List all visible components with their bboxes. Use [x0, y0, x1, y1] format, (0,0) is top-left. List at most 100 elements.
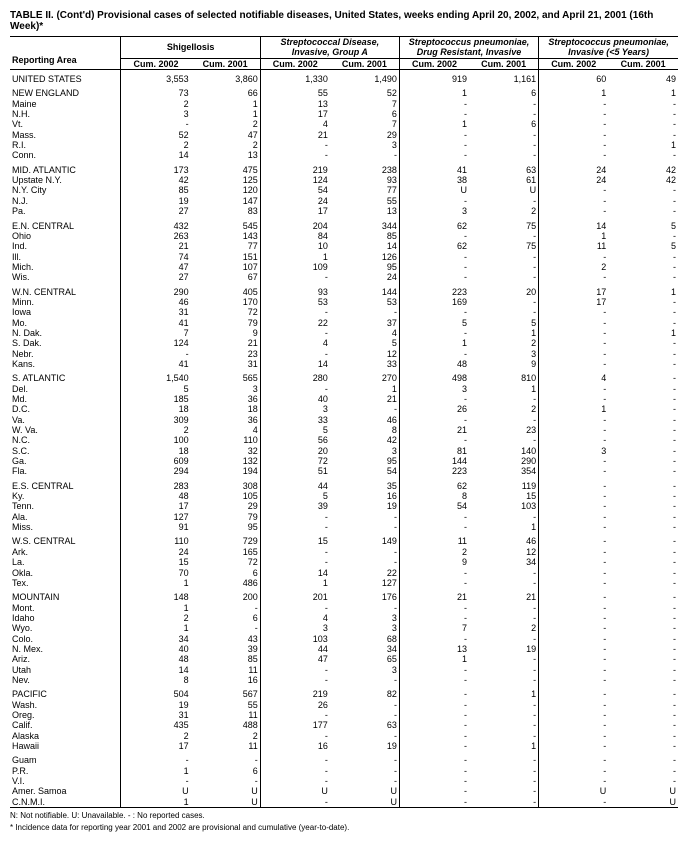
value-cell: - [539, 700, 609, 710]
value-cell: - [539, 644, 609, 654]
value-cell: - [399, 328, 469, 338]
value-cell: - [608, 588, 678, 602]
value-cell: - [399, 710, 469, 720]
table-row: E.S. CENTRAL283308443562119-- [10, 477, 678, 491]
value-cell: 169 [399, 297, 469, 307]
value-cell: 75 [469, 241, 539, 251]
value-cell: - [539, 349, 609, 359]
value-cell: - [469, 720, 539, 730]
value-cell: 15 [260, 532, 330, 546]
footnote-incidence: * Incidence data for reporting year 2001… [10, 823, 678, 832]
table-row: Tenn.1729391954103-- [10, 501, 678, 511]
value-cell: - [608, 425, 678, 435]
area-cell: N. Dak. [10, 328, 121, 338]
value-cell: - [399, 150, 469, 160]
table-row: Vt.-24716-- [10, 119, 678, 129]
value-cell: - [608, 231, 678, 241]
value-cell: 20 [260, 446, 330, 456]
value-cell: - [399, 685, 469, 699]
area-cell: Calif. [10, 720, 121, 730]
value-cell: 5 [399, 318, 469, 328]
value-cell: 3 [330, 613, 400, 623]
value-cell: 1 [121, 766, 191, 776]
value-cell: - [469, 578, 539, 588]
value-cell: 405 [191, 283, 261, 297]
value-cell: 48 [399, 359, 469, 369]
value-cell: - [399, 613, 469, 623]
value-cell: - [121, 776, 191, 786]
value-cell: U [399, 185, 469, 195]
table-row: Mo.4179223755-- [10, 318, 678, 328]
value-cell: - [608, 394, 678, 404]
value-cell: 18 [121, 446, 191, 456]
value-cell: 4 [260, 338, 330, 348]
area-cell: Ark. [10, 547, 121, 557]
area-cell: UNITED STATES [10, 70, 121, 85]
value-cell: 39 [260, 501, 330, 511]
value-cell: 74 [121, 252, 191, 262]
value-cell: 38 [399, 175, 469, 185]
value-cell: 72 [191, 557, 261, 567]
value-cell: 40 [260, 394, 330, 404]
table-row: C.N.M.I.1U-U---U [10, 797, 678, 808]
value-cell: 147 [191, 196, 261, 206]
table-row: P.R.16------ [10, 766, 678, 776]
value-cell: 2 [539, 262, 609, 272]
value-cell: 1 [260, 252, 330, 262]
area-cell: Ill. [10, 252, 121, 262]
area-cell: Del. [10, 384, 121, 394]
value-cell: - [539, 359, 609, 369]
table-row: Wyo.1-3372-- [10, 623, 678, 633]
value-cell: - [260, 603, 330, 613]
value-cell: 6 [191, 613, 261, 623]
value-cell: 165 [191, 547, 261, 557]
value-cell: U [121, 786, 191, 796]
value-cell: 93 [260, 283, 330, 297]
value-cell: - [608, 741, 678, 751]
value-cell: 1 [608, 283, 678, 297]
table-row: Idaho2643---- [10, 613, 678, 623]
value-cell: - [469, 231, 539, 241]
value-cell: - [399, 130, 469, 140]
value-cell: 308 [191, 477, 261, 491]
value-cell: - [608, 731, 678, 741]
table-row: La.1572--934-- [10, 557, 678, 567]
sub-header: Cum. 2002 [260, 58, 330, 69]
value-cell: - [260, 307, 330, 317]
value-cell: 124 [260, 175, 330, 185]
value-cell: - [260, 349, 330, 359]
area-cell: C.N.M.I. [10, 797, 121, 808]
value-cell: 110 [191, 435, 261, 445]
value-cell: - [469, 786, 539, 796]
value-cell: - [260, 150, 330, 160]
value-cell: - [399, 786, 469, 796]
value-cell: - [260, 731, 330, 741]
value-cell: - [539, 501, 609, 511]
value-cell: - [608, 369, 678, 383]
value-cell: 21 [399, 588, 469, 602]
area-cell: W.S. CENTRAL [10, 532, 121, 546]
value-cell: 13 [399, 644, 469, 654]
table-row: Ky.48105516815-- [10, 491, 678, 501]
value-cell: 56 [260, 435, 330, 445]
value-cell: - [608, 522, 678, 532]
value-cell: - [260, 797, 330, 808]
value-cell: - [539, 318, 609, 328]
value-cell: - [539, 568, 609, 578]
area-cell: MOUNTAIN [10, 588, 121, 602]
value-cell: - [399, 512, 469, 522]
value-cell: 1,330 [260, 70, 330, 85]
value-cell: - [608, 512, 678, 522]
value-cell: 173 [121, 161, 191, 175]
value-cell: - [608, 196, 678, 206]
value-cell: 53 [260, 297, 330, 307]
value-cell: 110 [121, 532, 191, 546]
area-cell: P.R. [10, 766, 121, 776]
value-cell: 109 [260, 262, 330, 272]
value-cell: 127 [121, 512, 191, 522]
value-cell: - [608, 349, 678, 359]
area-cell: Oreg. [10, 710, 121, 720]
value-cell: - [330, 776, 400, 786]
value-cell: 126 [330, 252, 400, 262]
value-cell: 60 [539, 70, 609, 85]
